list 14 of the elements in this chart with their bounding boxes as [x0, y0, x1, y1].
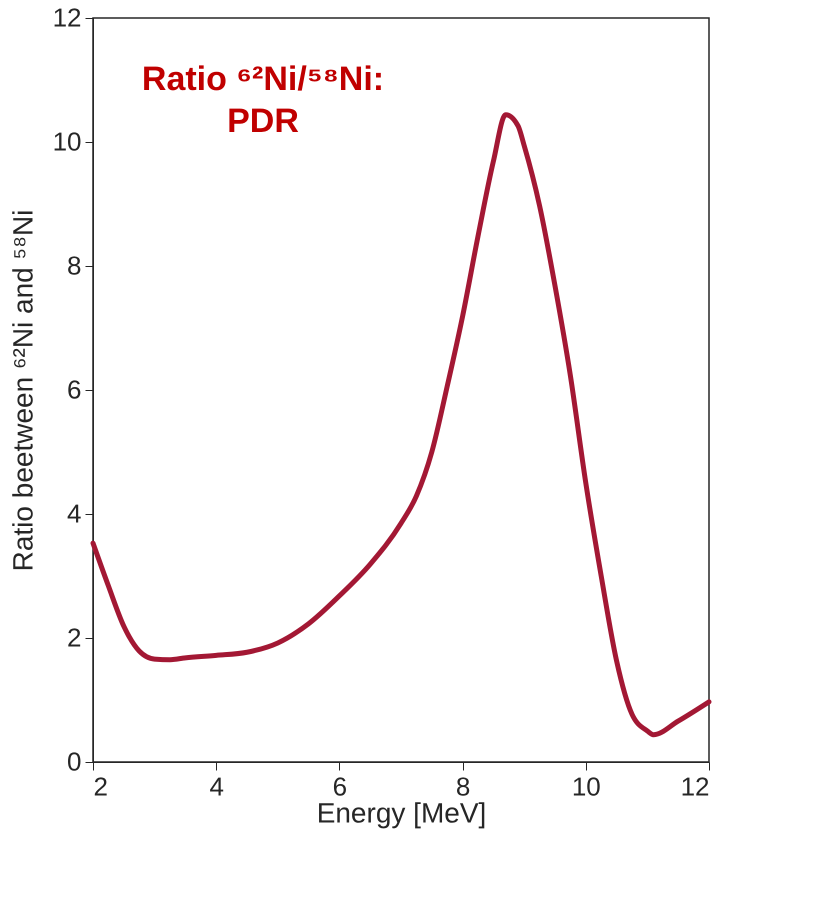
y-tick-label: 0 — [67, 746, 82, 776]
y-tick-label: 6 — [67, 374, 82, 404]
y-tick-label: 8 — [67, 250, 82, 280]
y-tick-label: 10 — [52, 126, 82, 156]
x-tick-label: 10 — [572, 772, 601, 802]
y-axis-title: Ratio beetween ⁶²Ni and ⁵⁸Ni — [8, 210, 39, 572]
y-tick-label: 2 — [67, 622, 82, 652]
annotation: PDR — [227, 102, 299, 140]
y-tick-label: 12 — [52, 2, 82, 32]
x-tick-label: 12 — [680, 772, 710, 802]
x-tick-label: 2 — [94, 772, 108, 802]
y-tick-label: 4 — [67, 498, 82, 528]
annotation: Ratio ⁶²Ni/⁵⁸Ni: — [142, 60, 384, 98]
x-tick-label: 4 — [209, 772, 224, 802]
